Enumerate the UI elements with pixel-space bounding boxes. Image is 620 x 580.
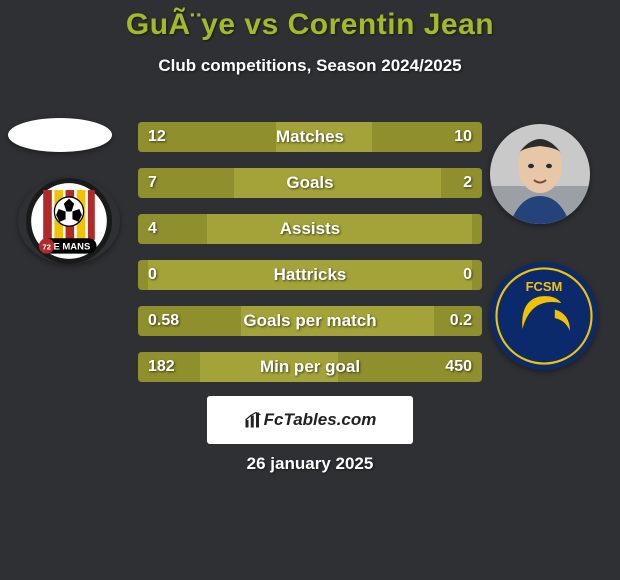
date-line: 26 january 2025 (0, 454, 620, 474)
stat-label: Goals per match (138, 306, 482, 336)
branding-badge: FcTables.com (207, 396, 413, 444)
page-title: GuÃ¨ye vs Corentin Jean (0, 0, 620, 42)
stat-label: Goals (138, 168, 482, 198)
stat-label: Min per goal (138, 352, 482, 382)
stat-row: 00Hattricks (138, 260, 482, 290)
stat-row: 182450Min per goal (138, 352, 482, 382)
stat-label: Matches (138, 122, 482, 152)
branding-text: FcTables.com (264, 410, 377, 430)
left-club-crest: LE MANS 72 (18, 178, 120, 264)
stat-label: Hattricks (138, 260, 482, 290)
right-club-crest: FCSM (490, 262, 598, 370)
left-player-photo (8, 118, 112, 152)
stat-row: 0.580.2Goals per match (138, 306, 482, 336)
branding-logo: FcTables.com (244, 410, 377, 430)
subtitle: Club competitions, Season 2024/2025 (0, 56, 620, 76)
stat-row: 72Goals (138, 168, 482, 198)
right-club-label: FCSM (526, 279, 563, 294)
stats-block: 1210Matches 72Goals 4Assists 00Hattricks 0.5… (138, 122, 482, 398)
stat-row: 4Assists (138, 214, 482, 244)
bars-icon (244, 411, 262, 429)
stat-row: 1210Matches (138, 122, 482, 152)
comparison-infographic: GuÃ¨ye vs Corentin Jean Club competition… (0, 0, 620, 580)
left-club-sublabel: 72 (42, 242, 51, 251)
right-player-photo (490, 124, 590, 224)
stat-label: Assists (138, 214, 482, 244)
